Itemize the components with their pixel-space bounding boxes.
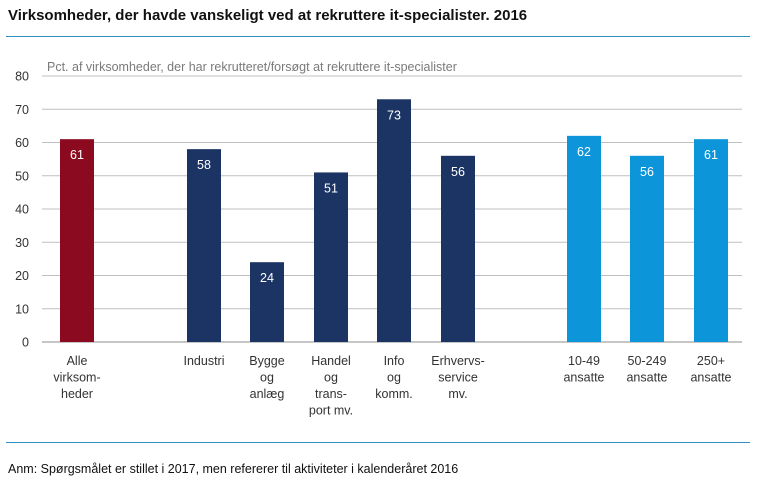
- bar: [567, 135, 601, 342]
- y-tick-label: 0: [22, 336, 29, 350]
- bar-value-label: 56: [640, 165, 654, 179]
- y-tick-labels: 0 10 20 30 40 50 60 70 80: [15, 70, 29, 350]
- bar: [314, 172, 348, 342]
- bars: 61 58 24 51 73 56 62 56 61: [60, 99, 728, 343]
- title-rule: [6, 36, 750, 37]
- x-tick-label: Erhvervs-service mv.: [431, 354, 484, 401]
- y-tick-label: 30: [15, 236, 29, 250]
- x-tick-label: Bygge og anlæg: [249, 354, 284, 401]
- bar: [377, 99, 411, 343]
- bar-value-label: 73: [387, 108, 401, 122]
- bar: [250, 262, 284, 342]
- bar-value-label: 24: [260, 271, 274, 285]
- x-tick-labels: Alle virksom-heder Industri Bygge og anlæg Han…: [53, 354, 731, 418]
- y-tick-label: 60: [15, 136, 29, 150]
- bar: [187, 149, 221, 342]
- x-tick-label: 250+ ansatte: [690, 354, 731, 385]
- bar: [441, 155, 475, 342]
- x-tick-label: Alle virksom-heder: [53, 354, 100, 401]
- y-tick-label: 20: [15, 269, 29, 283]
- bar-value-label: 61: [70, 148, 84, 162]
- bar-value-label: 56: [451, 165, 465, 179]
- x-tick-label: 50-249 ansatte: [626, 354, 667, 385]
- y-tick-label: 70: [15, 103, 29, 117]
- bar-value-label: 58: [197, 158, 211, 172]
- bar-value-label: 62: [577, 145, 591, 159]
- bar-value-label: 51: [324, 181, 338, 195]
- chart-title: Virksomheder, der havde vanskeligt ved a…: [8, 7, 528, 24]
- y-tick-label: 50: [15, 169, 29, 183]
- x-tick-label: Industri: [184, 354, 225, 368]
- x-tick-label: Handel og trans-port mv.: [309, 354, 353, 418]
- y-axis-label: Pct. af virksomheder, der har rekruttere…: [47, 60, 457, 74]
- bar: [694, 139, 728, 342]
- x-tick-label: 10-49 ansatte: [563, 354, 604, 385]
- footnote: Anm: Spørgsmålet er stillet i 2017, men …: [8, 462, 459, 476]
- bar: [630, 155, 664, 342]
- footer-rule: [6, 442, 750, 443]
- y-tick-label: 80: [15, 70, 29, 84]
- y-tick-label: 40: [15, 203, 29, 217]
- bar: [60, 139, 94, 342]
- bar-value-label: 61: [704, 148, 718, 162]
- y-tick-label: 10: [15, 302, 29, 316]
- bar-chart: Pct. af virksomheder, der har rekruttere…: [15, 60, 742, 418]
- x-tick-label: Info og komm.: [375, 354, 413, 401]
